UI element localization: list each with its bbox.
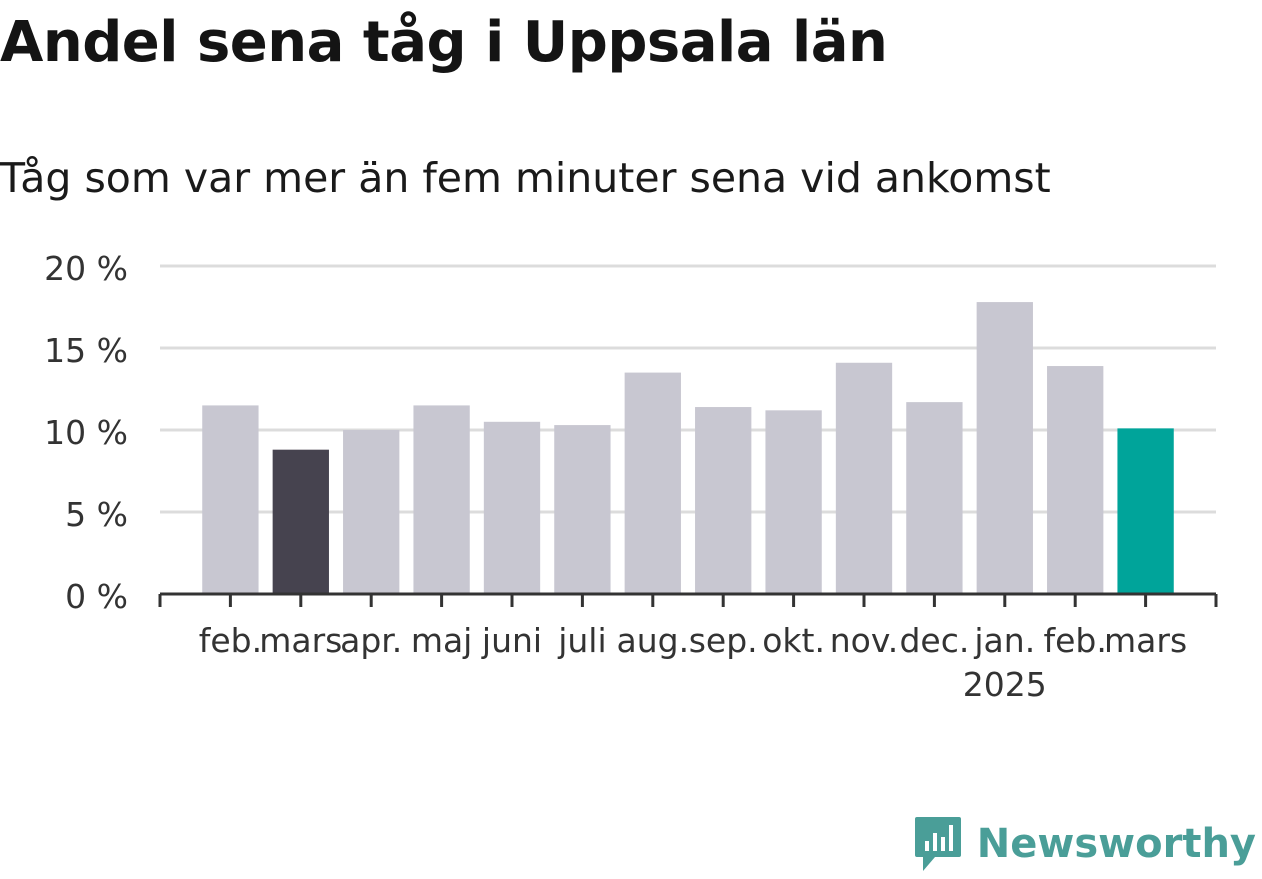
bar xyxy=(695,407,752,594)
bar xyxy=(554,425,611,594)
x-tick-label: jan. xyxy=(973,621,1035,660)
x-tick-label: feb. xyxy=(1044,621,1107,660)
bar xyxy=(765,410,822,594)
x-tick-label: okt. xyxy=(762,621,825,660)
x-tick-label: mars xyxy=(1104,621,1187,660)
chart-title: Andel sena tåg i Uppsala län xyxy=(0,10,888,75)
x-tick-label: apr. xyxy=(340,621,402,660)
x-tick-label: juli xyxy=(557,621,606,660)
y-tick-label: 0 % xyxy=(65,577,128,616)
x-tick-label: juni xyxy=(481,621,542,660)
y-tick-label: 5 % xyxy=(65,495,128,534)
x-tick-label: feb. xyxy=(199,621,262,660)
newsworthy-logo: Newsworthy xyxy=(913,815,1256,873)
bar xyxy=(343,430,400,594)
x-tick-label: sep. xyxy=(689,621,758,660)
bar xyxy=(1047,366,1104,594)
bar xyxy=(906,402,963,594)
bar xyxy=(202,405,259,594)
bar xyxy=(1117,428,1174,594)
bar xyxy=(483,421,541,594)
newsworthy-logo-icon xyxy=(914,817,961,871)
y-tick-label: 10 % xyxy=(44,413,128,452)
x-year-label: 2025 xyxy=(963,665,1047,704)
bar xyxy=(272,449,329,594)
bar xyxy=(624,372,681,594)
newsworthy-logo-text: Newsworthy xyxy=(976,821,1256,867)
x-tick-label: mars xyxy=(259,621,342,660)
bar xyxy=(976,302,1033,594)
bar xyxy=(413,405,470,594)
y-tick-label: 15 % xyxy=(44,331,128,370)
x-tick-label: nov. xyxy=(830,621,899,660)
y-tick-label: 20 % xyxy=(44,249,128,288)
bar xyxy=(835,362,893,594)
x-tick-label: maj xyxy=(411,621,473,660)
x-tick-label: dec. xyxy=(899,621,969,660)
chart-subtitle: Tåg som var mer än fem minuter sena vid … xyxy=(0,154,1051,202)
x-tick-label: aug. xyxy=(617,621,690,660)
